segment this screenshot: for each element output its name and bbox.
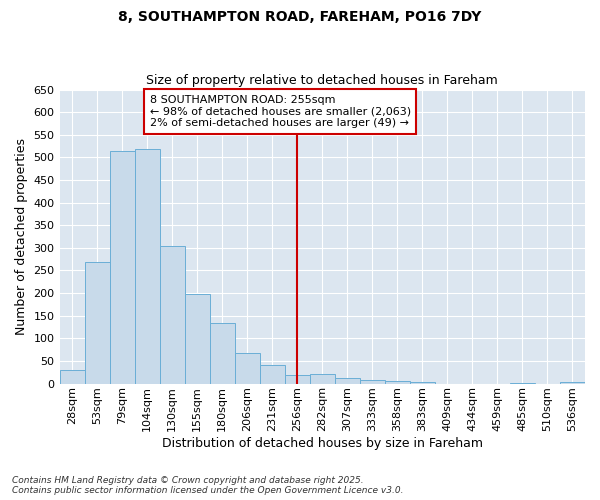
Bar <box>410 382 435 384</box>
Title: Size of property relative to detached houses in Fareham: Size of property relative to detached ho… <box>146 74 498 87</box>
Text: Contains HM Land Registry data © Crown copyright and database right 2025.
Contai: Contains HM Land Registry data © Crown c… <box>12 476 404 495</box>
Bar <box>59 370 85 384</box>
Bar <box>85 262 110 384</box>
Bar <box>360 380 385 384</box>
Y-axis label: Number of detached properties: Number of detached properties <box>15 138 28 335</box>
Bar <box>560 382 585 384</box>
Bar <box>185 294 209 384</box>
Bar <box>160 246 185 384</box>
Bar <box>110 150 134 384</box>
Bar <box>235 353 260 384</box>
Bar <box>285 376 310 384</box>
Bar <box>510 382 535 384</box>
Bar <box>260 366 285 384</box>
Bar <box>335 378 360 384</box>
Bar <box>134 150 160 384</box>
Bar <box>385 382 410 384</box>
Text: 8 SOUTHAMPTON ROAD: 255sqm
← 98% of detached houses are smaller (2,063)
2% of se: 8 SOUTHAMPTON ROAD: 255sqm ← 98% of deta… <box>149 95 411 128</box>
Bar <box>310 374 335 384</box>
X-axis label: Distribution of detached houses by size in Fareham: Distribution of detached houses by size … <box>162 437 483 450</box>
Bar <box>209 324 235 384</box>
Text: 8, SOUTHAMPTON ROAD, FAREHAM, PO16 7DY: 8, SOUTHAMPTON ROAD, FAREHAM, PO16 7DY <box>118 10 482 24</box>
